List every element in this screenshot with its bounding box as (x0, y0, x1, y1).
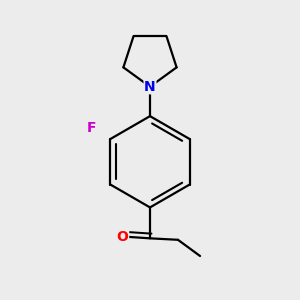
Text: F: F (87, 121, 96, 135)
Text: O: O (117, 230, 129, 244)
Text: N: N (144, 80, 156, 94)
